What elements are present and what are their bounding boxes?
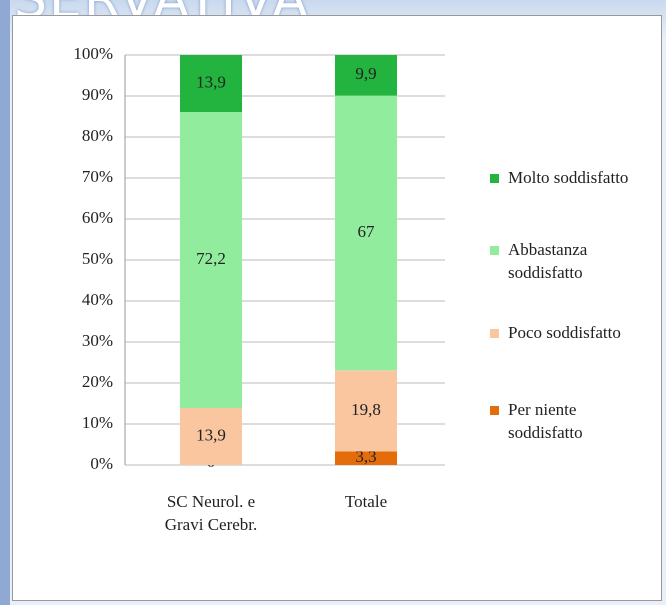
bar-segment [180,111,242,409]
bar-segment [180,55,242,112]
data-label: 13,9 [196,72,226,91]
bar-segment [335,55,397,96]
y-tick-label: 0% [90,454,113,473]
y-tick-label: 30% [82,331,113,350]
bar-segment [335,451,397,465]
legend-swatch [490,329,499,338]
y-tick-label: 10% [82,413,113,432]
legend-label: Per niente soddisfatto [508,400,583,442]
x-tick-label: SC Neurol. e Gravi Cerebr. [164,492,258,534]
y-tick-label: 80% [82,126,113,145]
legend-label: Poco soddisfatto [508,323,621,342]
y-tick-label: 90% [82,85,113,104]
legend-label: Molto soddisfatto [508,168,629,187]
y-tick-label: 100% [73,44,113,63]
y-tick-label: 40% [82,290,113,309]
y-tick-label: 70% [82,167,113,186]
y-tick-label: 20% [82,372,113,391]
side-strip [0,0,10,605]
bar-segment [335,370,397,452]
data-label: 72,2 [196,249,226,268]
data-label: 13,9 [196,425,226,444]
y-tick-label: 50% [82,249,113,268]
data-label: 3,3 [355,447,376,466]
data-label: 19,8 [351,400,381,419]
data-label: 9,9 [355,64,376,83]
x-tick-label: Totale [344,492,388,511]
bar-segment [335,95,397,371]
legend-label: Abbastanza soddisfatto [508,240,588,282]
legend-swatch [490,406,499,415]
data-label: 67 [358,222,376,241]
legend-swatch [490,246,499,255]
legend-swatch [490,174,499,183]
y-tick-label: 60% [82,208,113,227]
bar-segment [180,408,242,465]
